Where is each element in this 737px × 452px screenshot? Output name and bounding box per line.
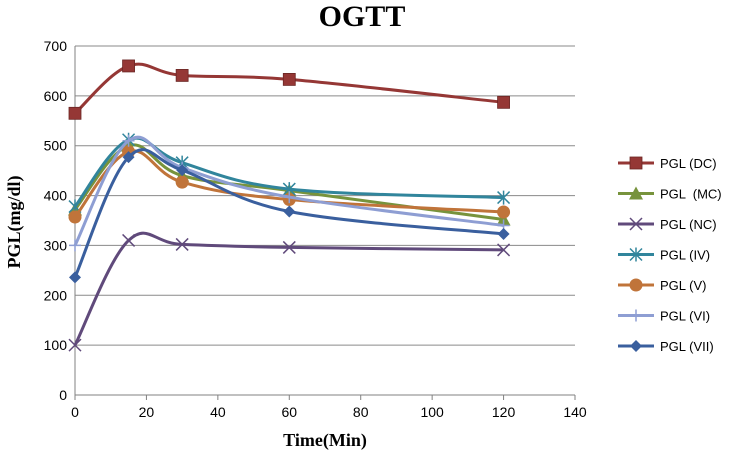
y-tick-label: 400 <box>44 188 68 204</box>
gridlines <box>75 45 575 346</box>
y-tick-label: 700 <box>44 38 68 54</box>
data-point <box>497 190 511 205</box>
series-line <box>73 136 504 208</box>
data-point <box>282 73 296 86</box>
data-point <box>497 95 510 109</box>
data-point <box>69 239 81 252</box>
legend-item: PGL (MC) <box>618 186 722 202</box>
data-point <box>175 237 189 251</box>
legend-item: PGL (IV) <box>618 247 710 263</box>
x-tick-label: 60 <box>281 404 297 420</box>
data-point <box>69 271 81 284</box>
data-point <box>496 212 511 226</box>
series-lines <box>68 59 511 352</box>
series-6 <box>69 134 510 252</box>
legend-item: PGL (VII) <box>618 339 714 354</box>
legend-item: PGL (V) <box>618 278 706 293</box>
y-tick-labels: 0 100 200 300 400 500 600 700 <box>44 38 68 403</box>
y-tick-label: 200 <box>44 287 68 303</box>
data-point <box>68 338 82 352</box>
legend-label: PGL (DC) <box>660 156 717 171</box>
series-1 <box>68 59 510 120</box>
x-tick-labels: 0 20 40 60 80 100 120 140 <box>71 404 587 420</box>
series-line <box>73 62 504 115</box>
legend-label: PGL (NC) <box>660 217 717 232</box>
x-tick-label: 20 <box>139 404 155 420</box>
legend-item: PGL (NC) <box>618 217 717 232</box>
legend: PGL (DC) PGL (MC) PGL (NC) PGL (IV) PGL (V) P… <box>618 156 722 354</box>
legend-label: PGL (MC) <box>660 187 722 202</box>
legend-item: PGL (VI) <box>618 309 710 324</box>
data-point <box>282 240 296 254</box>
data-point <box>68 106 82 120</box>
y-tick-label: 0 <box>59 387 67 403</box>
legend-marker <box>629 217 643 231</box>
series-line <box>73 149 504 218</box>
data-point <box>497 227 510 240</box>
series-line <box>73 231 504 346</box>
legend-label: PGL (VII) <box>660 339 714 354</box>
x-tick-label: 100 <box>420 404 444 420</box>
y-tick-label: 100 <box>44 337 68 353</box>
chart-title: OGTT <box>319 0 406 33</box>
y-tick-label: 600 <box>44 88 68 104</box>
x-tick-label: 80 <box>353 404 369 420</box>
y-tick-label: 300 <box>44 237 68 253</box>
legend-label: PGL (VI) <box>660 309 710 324</box>
legend-marker <box>630 340 642 352</box>
series-7 <box>69 148 510 284</box>
data-point <box>122 134 135 147</box>
data-point <box>122 151 135 164</box>
y-tick-label: 500 <box>44 138 68 154</box>
data-point <box>283 205 296 218</box>
x-tick-label: 140 <box>563 404 587 420</box>
legend-marker <box>629 278 643 292</box>
legend-marker <box>630 309 642 322</box>
series-3 <box>68 231 511 352</box>
series-line <box>73 135 504 247</box>
legend-marker <box>629 186 643 200</box>
data-point <box>176 164 189 177</box>
legend-marker <box>629 247 643 262</box>
legend-label: PGL (V) <box>660 278 706 293</box>
axes <box>74 46 576 400</box>
legend-marker <box>629 156 643 170</box>
data-point <box>122 233 136 247</box>
series-line <box>73 148 504 278</box>
data-point <box>283 191 296 204</box>
legend-label: PGL (IV) <box>660 248 710 263</box>
legend-item: PGL (DC) <box>618 156 717 171</box>
data-point <box>122 59 135 73</box>
x-tick-label: 0 <box>71 404 79 420</box>
data-point <box>497 243 511 257</box>
data-point <box>497 205 511 219</box>
data-point <box>68 210 82 224</box>
x-tick-label: 120 <box>492 404 516 420</box>
data-point <box>175 69 189 82</box>
x-axis-title: Time(Min) <box>283 430 367 451</box>
y-axis-title: PGL(mg/dl) <box>4 175 25 268</box>
data-point <box>175 175 189 189</box>
x-tick-label: 40 <box>210 404 226 420</box>
